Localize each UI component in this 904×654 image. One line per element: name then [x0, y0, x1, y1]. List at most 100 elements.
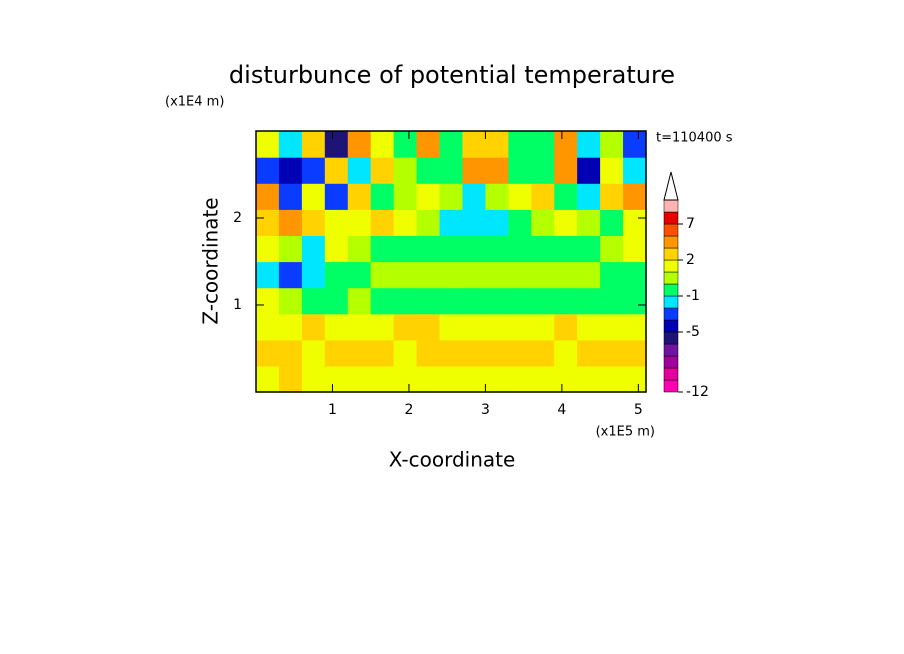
- contour-cell: [324, 209, 349, 236]
- contour-cell: [508, 157, 532, 184]
- contour-cell: [370, 131, 395, 158]
- contour-cell: [462, 235, 487, 263]
- contour-cell: [439, 365, 464, 393]
- contour-cell: [600, 287, 624, 315]
- colorbar-box: [663, 295, 679, 309]
- contour-cell: [278, 235, 303, 263]
- contour-cell: [347, 339, 372, 367]
- contour-cell: [301, 365, 326, 393]
- contour-cell: [347, 235, 372, 263]
- contour-cell: [508, 339, 532, 367]
- contour-cell: [347, 313, 372, 341]
- contour-cell: [554, 183, 578, 210]
- colorbar-box: [663, 319, 679, 333]
- contour-cell: [439, 287, 464, 315]
- contour-cell: [623, 287, 647, 315]
- contour-cell: [577, 261, 601, 289]
- contour-cell: [623, 365, 647, 393]
- contour-cell: [462, 339, 487, 367]
- contour-cell: [554, 261, 578, 289]
- contour-cell: [416, 209, 441, 236]
- y-tick-label: 1: [233, 297, 242, 313]
- contour-cell: [393, 261, 418, 289]
- contour-cell: [462, 287, 487, 315]
- colorbar-box: [663, 271, 679, 285]
- contour-cell: [278, 131, 303, 158]
- contour-cell: [324, 131, 349, 158]
- chart-title: disturbunce of potential temperature: [229, 61, 675, 89]
- x-tick-label: 2: [404, 402, 413, 418]
- contour-cell: [416, 235, 441, 263]
- contour-cell: [531, 209, 555, 236]
- contour-cell: [485, 157, 509, 184]
- contour-cell: [301, 183, 326, 210]
- contour-cell: [301, 287, 326, 315]
- contour-cell: [462, 365, 487, 393]
- contour-cell: [370, 235, 395, 263]
- contour-cell: [600, 131, 624, 158]
- contour-cell: [485, 365, 509, 393]
- contour-cell: [324, 235, 349, 263]
- contour-cell: [278, 313, 303, 341]
- contour-cell: [416, 157, 441, 184]
- colorbar-tick-label: 2: [686, 252, 695, 268]
- contour-cell: [324, 261, 349, 289]
- contour-cell: [600, 261, 624, 289]
- contour-cell: [577, 235, 601, 263]
- contour-cell: [416, 131, 441, 158]
- contour-cell: [462, 131, 487, 158]
- colorbar-tick-label: -5: [686, 324, 700, 340]
- contour-cell: [554, 235, 578, 263]
- contour-cell: [531, 131, 555, 158]
- contour-cell: [577, 313, 601, 341]
- contour-cell: [347, 209, 372, 236]
- contour-cell: [439, 313, 464, 341]
- contour-cell: [600, 235, 624, 263]
- contour-cell: [554, 131, 578, 158]
- contour-cell: [508, 365, 532, 393]
- contour-cell: [370, 365, 395, 393]
- colorbar-box: [663, 211, 679, 225]
- contour-cell: [393, 365, 418, 393]
- contour-cell: [370, 339, 395, 367]
- contour-cell: [278, 157, 303, 184]
- contour-cell: [462, 157, 487, 184]
- contour-cell: [256, 131, 280, 158]
- contour-cell: [600, 157, 624, 184]
- x-tick-label: 3: [481, 402, 490, 418]
- colorbar-box: [663, 199, 679, 213]
- colorbar-box: [663, 379, 679, 393]
- contour-cell: [623, 183, 647, 210]
- contour-cell: [623, 313, 647, 341]
- contour-cell: [278, 209, 303, 236]
- contour-cell: [439, 339, 464, 367]
- contour-cell: [623, 235, 647, 263]
- contour-cell: [485, 235, 509, 263]
- contour-cell: [347, 157, 372, 184]
- contour-cell: [393, 287, 418, 315]
- contour-cell: [462, 209, 487, 236]
- contour-cell: [485, 313, 509, 341]
- colorbar-box: [663, 307, 679, 321]
- contour-cell: [301, 235, 326, 263]
- contour-cell: [554, 209, 578, 236]
- colorbar-box: [663, 343, 679, 357]
- contour-cell: [256, 339, 280, 367]
- contour-cell: [577, 209, 601, 236]
- contour-field: [256, 131, 647, 393]
- contour-cell: [416, 261, 441, 289]
- contour-cell: [278, 183, 303, 210]
- contour-cell: [623, 209, 647, 236]
- contour-cell: [600, 209, 624, 236]
- contour-cell: [508, 313, 532, 341]
- contour-cell: [623, 261, 647, 289]
- contour-cell: [278, 261, 303, 289]
- contour-cell: [256, 365, 280, 393]
- contour-cell: [600, 365, 624, 393]
- contour-cell: [393, 313, 418, 341]
- y-axis-label: Z-coordinate: [199, 197, 223, 324]
- colorbar-box: [663, 355, 679, 369]
- contour-cell: [577, 157, 601, 184]
- colorbar-box: [663, 259, 679, 273]
